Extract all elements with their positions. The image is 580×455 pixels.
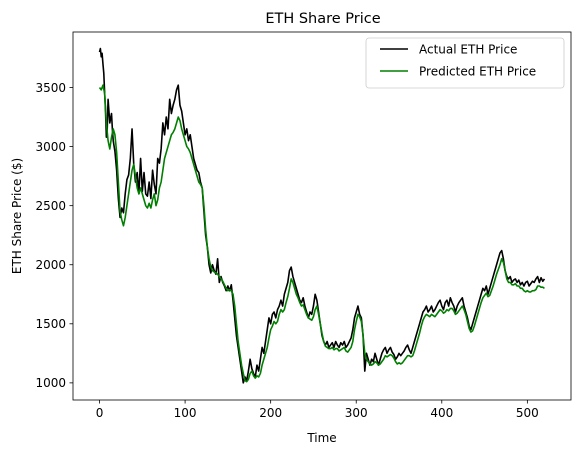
y-tick-label: 3500 bbox=[35, 81, 66, 95]
x-tick-label: 0 bbox=[96, 406, 104, 420]
legend-label-predicted: Predicted ETH Price bbox=[419, 65, 536, 79]
y-tick-label: 1500 bbox=[35, 317, 66, 331]
series-lines bbox=[98, 47, 546, 384]
series-line-predicted bbox=[98, 84, 545, 383]
y-tick-label: 1000 bbox=[35, 376, 66, 390]
x-tick-label: 400 bbox=[430, 406, 453, 420]
plot-frame bbox=[72, 31, 572, 401]
x-tick-label: 200 bbox=[259, 406, 282, 420]
y-tick-label: 2500 bbox=[35, 199, 66, 213]
legend-label-actual: Actual ETH Price bbox=[419, 43, 517, 57]
x-tick-label: 500 bbox=[516, 406, 539, 420]
x-tick-label: 300 bbox=[345, 406, 368, 420]
y-tick-label: 3000 bbox=[35, 140, 66, 154]
chart-title: ETH Share Price bbox=[265, 11, 380, 27]
y-tick-label: 2000 bbox=[35, 258, 66, 272]
x-axis-ticks: 0 100 200 300 400 500 bbox=[96, 400, 539, 420]
y-axis-label: ETH Share Price ($) bbox=[10, 158, 24, 274]
y-axis-ticks: 1000 1500 2000 2500 3000 3500 bbox=[35, 81, 73, 390]
legend-box bbox=[365, 37, 565, 89]
x-tick-label: 100 bbox=[174, 406, 197, 420]
legend: Actual ETH Price Predicted ETH Price bbox=[365, 37, 565, 89]
x-axis-label: Time bbox=[306, 431, 336, 445]
